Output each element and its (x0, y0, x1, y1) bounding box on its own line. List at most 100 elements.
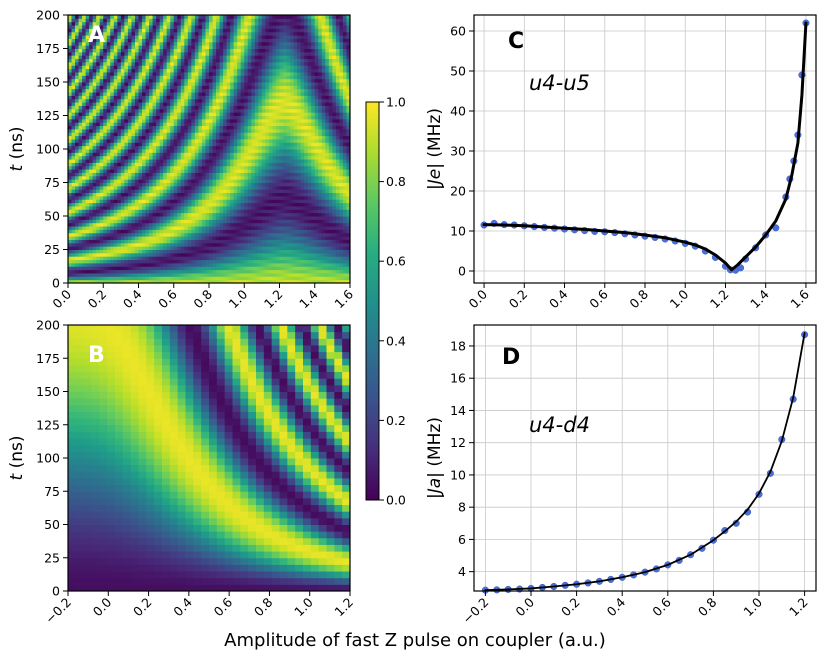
heatmap-cell (191, 262, 196, 267)
heatmap-cell (212, 25, 217, 29)
heatmap-cell (173, 138, 178, 143)
heatmap-cell (163, 239, 168, 244)
heatmap-cell (85, 226, 90, 230)
heatmap-cell (254, 162, 259, 167)
heatmap-cell (209, 226, 214, 230)
heatmap-cell (254, 15, 259, 19)
heatmap-cell (159, 159, 164, 163)
heatmap-cell (173, 192, 178, 197)
heatmap-cell (184, 189, 189, 194)
heatmap-cell (205, 246, 210, 250)
heatmap-cell (230, 239, 235, 244)
heatmap-cell (205, 185, 210, 190)
heatmap-cell (268, 85, 273, 90)
heatmap-cell (184, 108, 189, 113)
heatmap-cell (237, 71, 242, 76)
heatmap-cell (226, 262, 231, 267)
heatmap-cell (254, 246, 259, 250)
heatmap-cell (113, 162, 118, 167)
heatmap-cell (258, 185, 263, 190)
heatmap-cell (117, 78, 122, 83)
heatmap-cell (159, 246, 164, 250)
heatmap-cell (103, 51, 108, 56)
heatmap-cell (233, 78, 238, 83)
heatmap-cell (103, 162, 108, 167)
heatmap-cell (92, 18, 97, 23)
heatmap-cell (131, 88, 136, 93)
heatmap-cell (226, 226, 231, 230)
heatmap-cell (96, 182, 101, 187)
heatmap-cell (127, 25, 132, 29)
heatmap-cell (85, 61, 90, 66)
heatmap-cell (279, 152, 284, 157)
heatmap-cell (149, 88, 154, 93)
heatmap-cell (177, 236, 182, 240)
heatmap-cell (198, 216, 203, 220)
heatmap-cell (226, 45, 231, 49)
heatmap-cell (71, 135, 76, 140)
heatmap-cell (152, 229, 157, 234)
heatmap-cell (216, 25, 221, 29)
heatmap-cell (149, 202, 154, 207)
heatmap-cell (120, 266, 125, 271)
heatmap-cell (117, 95, 122, 100)
heatmap-cell (226, 18, 231, 23)
heatmap-cell (286, 182, 291, 187)
heatmap-cell (89, 102, 94, 106)
heatmap-cell (201, 61, 206, 66)
heatmap-cell (131, 189, 136, 194)
heatmap-cell (191, 155, 196, 160)
heatmap-cell (254, 202, 259, 207)
heatmap-cell (124, 229, 129, 234)
heatmap-cell (244, 219, 249, 224)
heatmap-cell (212, 222, 217, 227)
heatmap-cell (124, 82, 129, 86)
heatmap-cell (138, 202, 143, 207)
heatmap-cell (180, 145, 185, 150)
heatmap-cell (117, 85, 122, 90)
heatmap-cell (103, 135, 108, 140)
heatmap-cell (191, 61, 196, 66)
heatmap-cell (82, 75, 87, 80)
heatmap-cell (159, 102, 164, 106)
heatmap-cell (103, 202, 108, 207)
heatmap-cell (78, 78, 83, 83)
heatmap-cell (265, 125, 270, 130)
heatmap-cell (163, 172, 168, 177)
heatmap-cell (134, 229, 139, 234)
heatmap-cell (237, 232, 242, 237)
heatmap-cell (92, 279, 97, 284)
heatmap-cell (184, 205, 189, 210)
heatmap-cell (166, 216, 171, 220)
heatmap-cell (103, 159, 108, 163)
heatmap-cell (191, 145, 196, 150)
heatmap-cell (149, 61, 154, 66)
heatmap-cell (166, 125, 171, 130)
heatmap-cell (187, 28, 192, 33)
heatmap-cell (265, 175, 270, 180)
heatmap-cell (170, 48, 175, 53)
heatmap-cell (89, 249, 94, 254)
heatmap-cell (149, 149, 154, 153)
heatmap-cell (142, 142, 147, 147)
heatmap-cell (92, 102, 97, 106)
heatmap-cell (134, 182, 139, 187)
heatmap-cell (142, 145, 147, 150)
heatmap-cell (268, 259, 273, 264)
heatmap-cell (75, 92, 80, 96)
heatmap-cell (156, 35, 161, 39)
heatmap-cell (191, 152, 196, 157)
heatmap-cell (177, 256, 182, 261)
heatmap-cell (219, 135, 224, 140)
heatmap-cell (251, 149, 256, 153)
heatmap-cell (194, 88, 199, 93)
heatmap-cell (166, 175, 171, 180)
heatmap-cell (124, 145, 129, 150)
heatmap-cell (92, 162, 97, 167)
heatmap-cell (103, 276, 108, 281)
heatmap-cell (145, 45, 150, 49)
heatmap-cell (92, 165, 97, 170)
heatmap-cell (134, 155, 139, 160)
heatmap-cell (237, 212, 242, 217)
heatmap-cell (78, 112, 83, 116)
